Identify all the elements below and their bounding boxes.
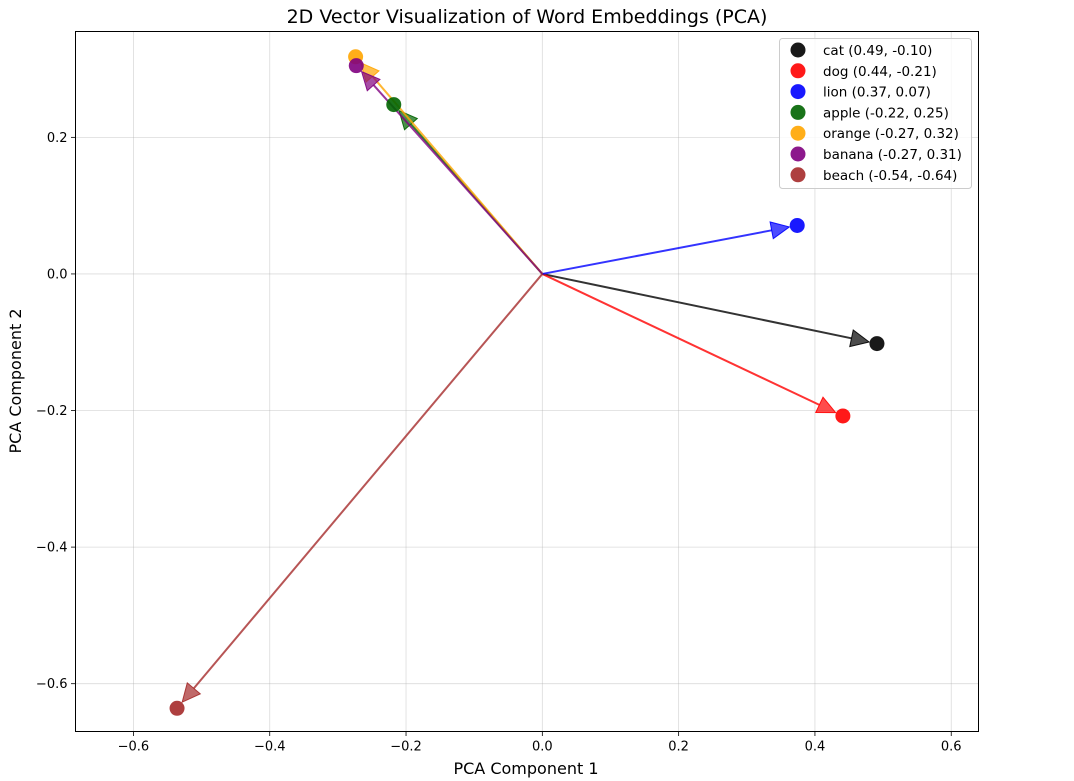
legend-label: cat (0.49, -0.10) [823, 43, 932, 59]
vector-arrowhead [398, 109, 419, 131]
legend-label: lion (0.37, 0.07) [823, 85, 931, 101]
legend-label: apple (-0.22, 0.25) [823, 105, 949, 121]
legend-marker [790, 125, 806, 141]
y-axis-label: PCA Component 2 [6, 308, 25, 453]
vector-arrowhead [814, 396, 837, 414]
data-point [348, 58, 364, 74]
vector-arrowhead [849, 329, 871, 348]
legend-marker [790, 63, 806, 79]
x-axis-label: PCA Component 1 [453, 759, 598, 778]
data-point [169, 700, 185, 716]
y-tick-label: 0.0 [47, 267, 68, 282]
legend-marker [790, 146, 806, 162]
vector-shaft [372, 84, 544, 275]
chart-title: 2D Vector Visualization of Word Embeddin… [287, 6, 768, 28]
data-point [869, 336, 885, 352]
x-tick-label: 0.0 [532, 740, 553, 755]
legend-marker [790, 104, 806, 120]
legend-marker [790, 42, 806, 58]
x-tick-label: −0.6 [118, 740, 150, 755]
vector-shaft [542, 272, 852, 340]
vector-arrows [181, 61, 871, 704]
vector-shaft [541, 273, 820, 406]
vector-arrowhead [360, 70, 381, 92]
vector-shaft [193, 273, 544, 690]
legend-label: banana (-0.27, 0.31) [823, 147, 962, 163]
legend-label: beach (-0.54, -0.64) [823, 168, 957, 184]
legend-label: orange (-0.27, 0.32) [823, 126, 959, 142]
legend: cat (0.49, -0.10) dog (0.44, -0.21) lion (… [779, 38, 972, 189]
y-tick-label: 0.2 [47, 131, 68, 146]
legend-entries: cat (0.49, -0.10) dog (0.44, -0.21) lion (… [790, 42, 962, 184]
axis-ticks: −0.6 −0.4 −0.2 0.0 0.2 0.4 0.6 −0.6 −0.4 −0.2 0.0 0… [36, 131, 962, 755]
legend-box [779, 38, 972, 189]
data-points [169, 49, 885, 716]
x-tick-label: −0.4 [254, 740, 286, 755]
x-tick-label: −0.2 [390, 740, 422, 755]
vector-arrowhead [769, 221, 791, 240]
data-point [835, 408, 851, 424]
x-tick-label: 0.2 [668, 740, 689, 755]
legend-marker [790, 167, 806, 183]
vector-arrowhead [181, 682, 202, 704]
y-tick-label: −0.4 [36, 541, 68, 556]
x-tick-label: 0.6 [941, 740, 962, 755]
x-tick-label: 0.4 [805, 740, 826, 755]
y-tick-label: −0.2 [36, 404, 68, 419]
y-tick-label: −0.6 [36, 677, 68, 692]
data-point [386, 97, 402, 113]
legend-marker [790, 84, 806, 100]
plot-frame [75, 31, 979, 732]
legend-label: dog (0.44, -0.21) [823, 64, 937, 80]
data-point [789, 217, 805, 233]
vector-shaft [542, 229, 772, 275]
